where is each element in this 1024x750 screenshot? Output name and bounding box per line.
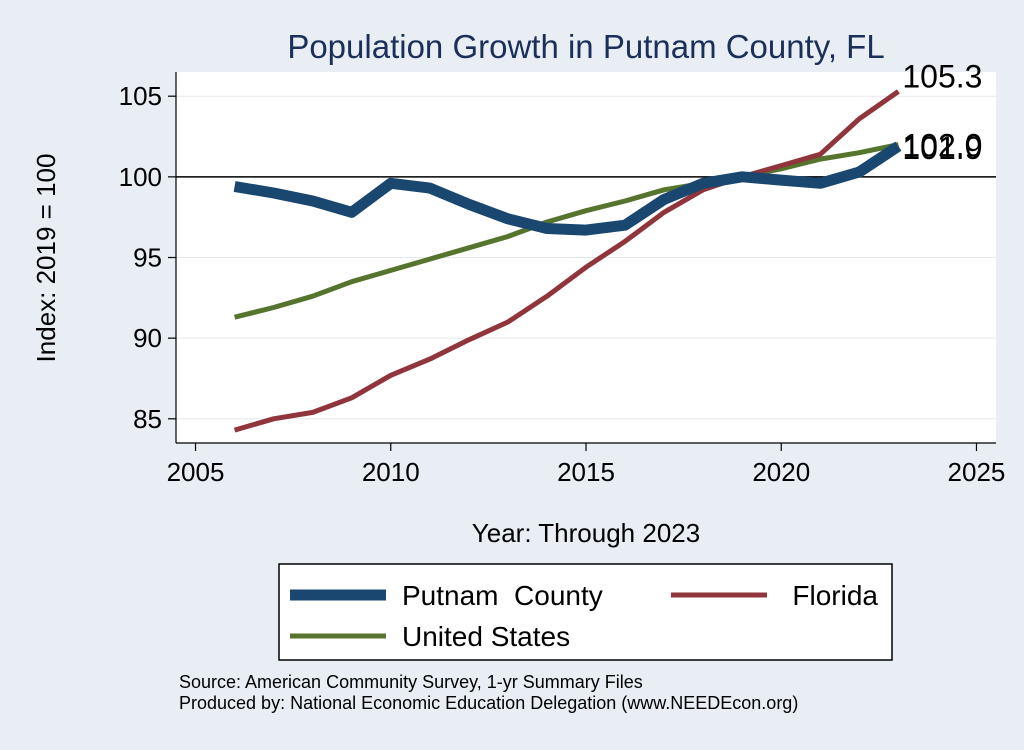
- legend-label-united-states: United States: [402, 621, 570, 652]
- end-labels: 101.9 105.3 102.0: [902, 58, 982, 166]
- y-axis-label: Index: 2019 = 100: [31, 154, 61, 363]
- y-tick-label: 85: [133, 404, 162, 434]
- legend-box: [278, 563, 893, 661]
- x-tick-label: 2025: [948, 457, 1006, 487]
- legend-label-putnam-county: Putnam County: [402, 580, 603, 611]
- axes: 85 90 95 100 105 2005 2010 2015 2020 2025: [119, 72, 1006, 487]
- end-label-putnam-county: 101.9: [902, 130, 982, 166]
- series-line-united-states: [233, 142, 899, 320]
- x-tick-label: 2010: [362, 457, 420, 487]
- y-tick-label: 105: [119, 81, 162, 111]
- x-tick-label: 2005: [167, 457, 225, 487]
- series-lines: [233, 89, 902, 433]
- legend-items: Putnam County Florida United States: [290, 580, 878, 652]
- producer-note: Produced by: National Economic Education…: [179, 693, 798, 713]
- y-tick-label: 95: [133, 243, 162, 273]
- y-tick-label: 100: [119, 162, 162, 192]
- end-label-florida: 105.3: [902, 58, 982, 94]
- x-tick-label: 2015: [557, 457, 615, 487]
- end-label-united-states: 102.0: [902, 128, 982, 164]
- legend-label-florida: Florida: [792, 580, 878, 611]
- x-axis-label: Year: Through 2023: [472, 518, 700, 548]
- source-note: Source: American Community Survey, 1-yr …: [179, 672, 643, 692]
- chart-title: Population Growth in Putnam County, FL: [287, 28, 884, 65]
- y-tick-label: 90: [133, 323, 162, 353]
- legend: Putnam County Florida United States: [278, 563, 893, 661]
- series-line-florida: [233, 89, 900, 433]
- series-line-putnam-county: [233, 141, 902, 236]
- x-tick-label: 2020: [752, 457, 810, 487]
